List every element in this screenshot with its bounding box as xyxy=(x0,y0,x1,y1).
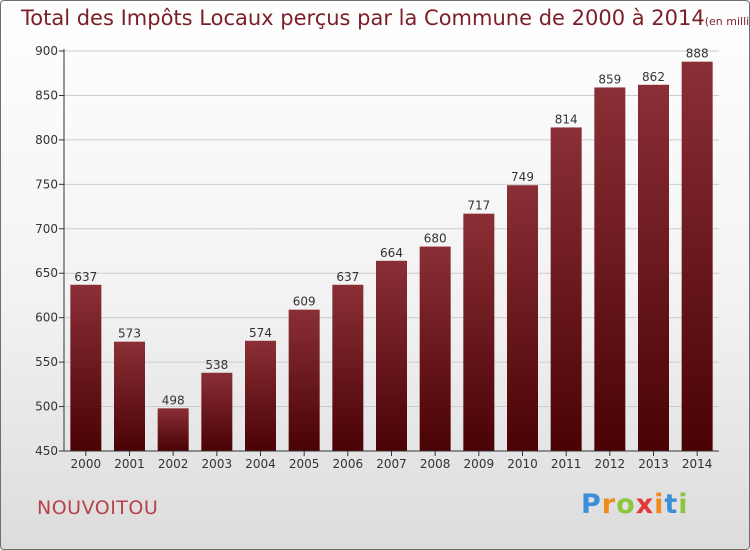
bar-2004 xyxy=(245,340,276,451)
x-tick-label: 2000 xyxy=(71,457,102,471)
y-tick-label: 800 xyxy=(35,133,58,147)
y-tick-label: 900 xyxy=(35,44,58,58)
proxiti-logo: Proxiti xyxy=(581,489,689,520)
data-label: 573 xyxy=(118,327,141,341)
data-label: 862 xyxy=(642,70,665,84)
data-label: 637 xyxy=(336,270,359,284)
y-tick-label: 550 xyxy=(35,355,58,369)
y-tick-label: 700 xyxy=(35,222,58,236)
logo-letter: i xyxy=(678,489,689,520)
bar-2003 xyxy=(201,372,233,451)
x-tick-label: 2007 xyxy=(376,457,407,471)
x-tick-label: 2001 xyxy=(114,457,145,471)
logo-letter: P xyxy=(581,489,602,520)
x-tick-label: 2002 xyxy=(158,457,189,471)
bar-2002 xyxy=(157,408,189,451)
bar-2013 xyxy=(638,84,669,452)
y-tick-label: 600 xyxy=(35,311,58,325)
logo-letter: i xyxy=(654,489,665,520)
logo-letter: x xyxy=(635,489,655,520)
bar-2006 xyxy=(332,284,364,451)
x-tick-label: 2011 xyxy=(551,457,582,471)
commune-name: NOUVOITOU xyxy=(37,497,159,519)
bar-2000 xyxy=(70,284,102,451)
bar-2007 xyxy=(376,260,407,451)
data-label: 749 xyxy=(511,170,534,184)
bar-2001 xyxy=(114,341,145,451)
data-label: 859 xyxy=(598,72,621,86)
data-label: 717 xyxy=(467,199,490,213)
x-tick-label: 2006 xyxy=(333,457,364,471)
x-tick-label: 2005 xyxy=(289,457,320,471)
bar-2012 xyxy=(594,87,626,451)
x-tick-label: 2013 xyxy=(638,457,669,471)
bar-2009 xyxy=(463,213,495,451)
bar-2010 xyxy=(507,185,538,451)
data-label: 664 xyxy=(380,246,403,260)
x-tick-label: 2010 xyxy=(507,457,538,471)
y-tick-label: 500 xyxy=(35,400,58,414)
data-label: 538 xyxy=(205,358,228,372)
data-label: 574 xyxy=(249,326,272,340)
bar-2011 xyxy=(550,127,582,451)
data-label: 680 xyxy=(424,232,447,246)
chart-title: Total des Impôts Locaux perçus par la Co… xyxy=(21,6,750,30)
data-label: 609 xyxy=(293,295,316,309)
y-tick-label: 450 xyxy=(35,444,58,458)
bar-2005 xyxy=(288,309,320,451)
data-label: 637 xyxy=(74,270,97,284)
y-tick-label: 650 xyxy=(35,266,58,280)
bar-2014 xyxy=(681,61,713,452)
y-tick-label: 850 xyxy=(35,88,58,102)
logo-letter: r xyxy=(601,489,617,520)
logo-letter: o xyxy=(616,489,636,520)
data-label: 814 xyxy=(555,112,578,126)
data-label: 498 xyxy=(162,393,185,407)
bar-2008 xyxy=(419,246,451,451)
x-tick-label: 2008 xyxy=(420,457,451,471)
x-tick-label: 2014 xyxy=(682,457,713,471)
data-label: 888 xyxy=(686,47,709,61)
y-tick-label: 750 xyxy=(35,177,58,191)
x-tick-label: 2009 xyxy=(464,457,495,471)
logo-letter: t xyxy=(664,489,679,520)
chart-subtitle: (en milliers d'€) xyxy=(704,15,750,28)
x-tick-label: 2004 xyxy=(245,457,276,471)
chart-title-text: Total des Impôts Locaux perçus par la Co… xyxy=(21,6,705,30)
x-tick-label: 2003 xyxy=(202,457,233,471)
x-tick-label: 2012 xyxy=(595,457,626,471)
